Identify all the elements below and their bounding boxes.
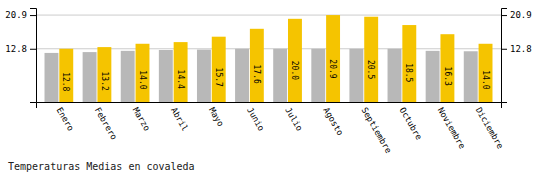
data-label: 14.4 xyxy=(176,70,185,89)
tick: Octubre xyxy=(398,105,425,141)
data-label: 16.3 xyxy=(443,67,452,86)
tick-label: Abril xyxy=(169,105,190,132)
bar xyxy=(288,19,302,102)
bar-series xyxy=(59,15,492,102)
tick: Diciembre xyxy=(474,105,506,150)
data-label: 20.9 xyxy=(328,59,337,78)
tick-label: Marzo xyxy=(131,105,152,132)
tick: 20.9 xyxy=(5,10,36,20)
bar xyxy=(136,44,150,102)
data-label: 12.8 xyxy=(61,72,70,91)
tick-label: Enero xyxy=(55,105,76,132)
tick-label: Octubre xyxy=(398,105,425,141)
tick-label: Agosto xyxy=(321,105,345,137)
grid-line xyxy=(36,15,501,16)
tick-label: Noviembre xyxy=(436,105,468,150)
bar xyxy=(250,29,264,102)
bar xyxy=(402,25,416,102)
bar xyxy=(159,50,173,102)
tick: Noviembre xyxy=(436,105,468,150)
tick-label: 20.9 xyxy=(510,10,532,20)
bars xyxy=(45,15,493,102)
bar xyxy=(197,50,211,102)
data-label: 15.7 xyxy=(214,68,223,87)
bar xyxy=(121,51,135,102)
axis-line xyxy=(37,103,502,109)
title: Temperaturas Medias en covaleda xyxy=(8,161,195,172)
data-label: 20.0 xyxy=(290,61,299,80)
bar xyxy=(311,49,325,102)
tick-label: Junio xyxy=(245,105,266,132)
grid xyxy=(36,15,501,49)
bar xyxy=(426,51,440,102)
data-label: 20.5 xyxy=(366,60,375,79)
bar xyxy=(326,15,340,102)
tick: Julio xyxy=(283,105,304,132)
tick-label: Julio xyxy=(283,105,304,132)
tick-label: Febrero xyxy=(93,105,120,141)
tick-label: Diciembre xyxy=(474,105,506,150)
data-label: 14.0 xyxy=(481,70,490,89)
bar xyxy=(83,52,97,102)
y-axis: 12.8 20.9 xyxy=(5,9,36,103)
tick-mark xyxy=(501,15,507,16)
tick: 20.9 xyxy=(501,10,532,20)
tick-label: 12.8 xyxy=(510,44,532,54)
tick: Junio xyxy=(245,105,266,132)
tick: 12.8 xyxy=(501,44,532,54)
bar xyxy=(388,49,402,102)
tick: Agosto xyxy=(321,105,345,137)
tick-mark xyxy=(501,49,507,50)
tick: Septiembre xyxy=(359,105,393,154)
bar xyxy=(97,47,111,102)
bar xyxy=(464,51,478,102)
data-label: 14.0 xyxy=(138,70,147,89)
data-labels: 12.8 13.2 14.0 14.4 15.7 17.6 20.0 20.9 20.5 18.5… xyxy=(61,59,489,91)
bar xyxy=(349,49,363,102)
bar xyxy=(440,34,454,102)
data-label-series: 12.8 13.2 14.0 14.4 15.7 17.6 20.0 20.9 20.5 18.5… xyxy=(61,59,489,91)
axis-line xyxy=(30,9,37,103)
bar xyxy=(212,37,226,102)
tick: Marzo xyxy=(131,105,152,132)
tick: Mayo xyxy=(207,105,226,128)
tick-label: 12.8 xyxy=(5,44,27,54)
tick: Abril xyxy=(169,105,190,132)
bar xyxy=(479,44,493,102)
tick-label: Septiembre xyxy=(359,105,393,154)
tick-mark xyxy=(30,49,36,50)
y-axis-right: 12.8 20.9 xyxy=(501,9,532,103)
tick-label: Mayo xyxy=(207,105,226,128)
tick: 12.8 xyxy=(5,44,36,54)
axis-line xyxy=(502,9,508,103)
chart: 12.8 13.2 14.0 14.4 15.7 17.6 20.0 20.9 20.5 18.5… xyxy=(0,0,537,174)
bar xyxy=(59,49,73,102)
tick-label: 20.9 xyxy=(5,10,27,20)
data-label: 13.2 xyxy=(100,72,109,91)
data-label: 18.5 xyxy=(405,63,414,82)
bar xyxy=(235,49,249,102)
tick-mark xyxy=(30,15,36,16)
bar xyxy=(45,53,59,102)
tick: Enero xyxy=(55,105,76,132)
tick: Febrero xyxy=(93,105,120,141)
bar xyxy=(273,49,287,102)
x-axis: Enero Febrero Marzo Abril Mayo Junio Julio Agos… xyxy=(37,103,506,155)
bar xyxy=(364,17,378,102)
data-label: 17.6 xyxy=(252,65,261,84)
bar xyxy=(174,42,188,102)
